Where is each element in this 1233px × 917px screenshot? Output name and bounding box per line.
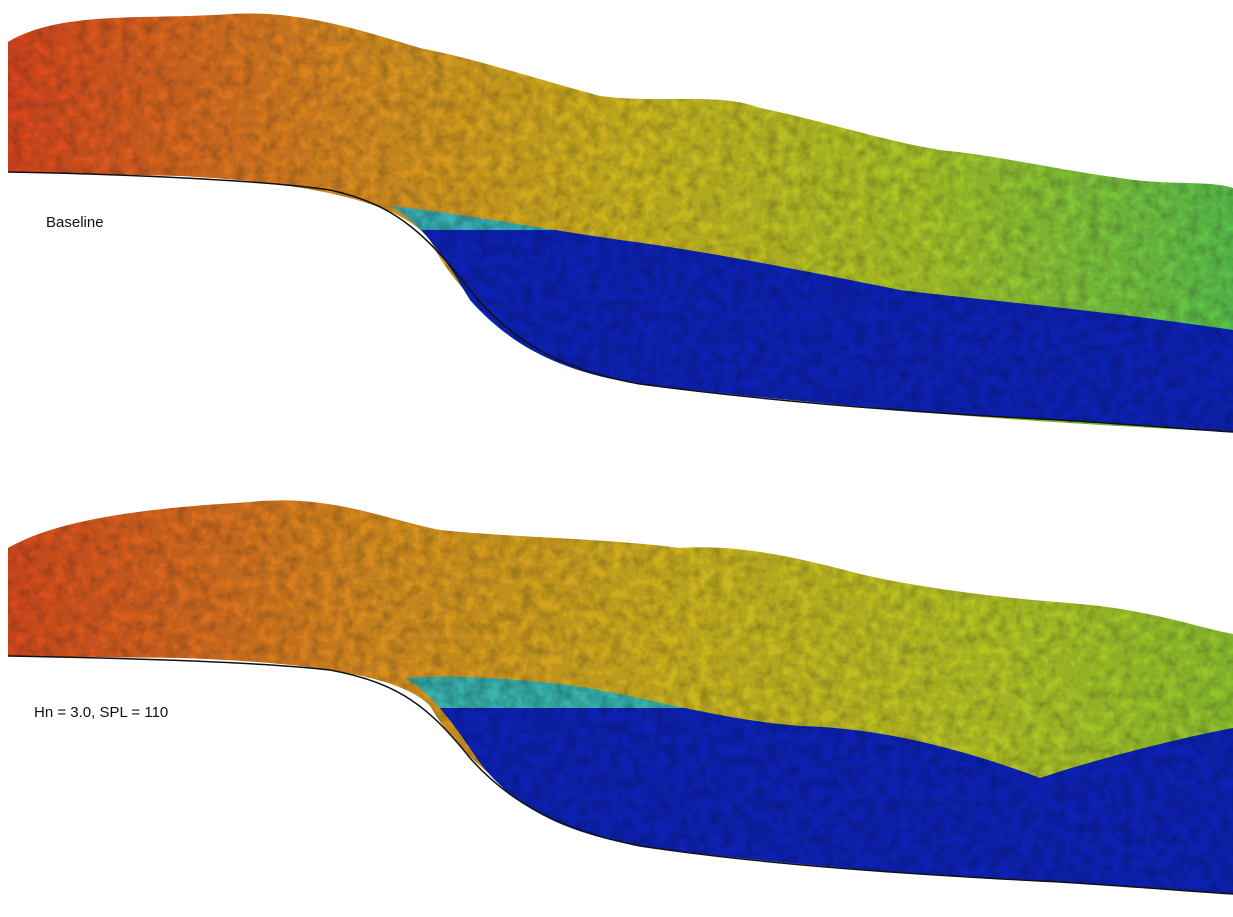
wall-profile-controlled bbox=[7, 655, 1233, 895]
wall-profile-baseline bbox=[7, 171, 1233, 433]
case-label-controlled: Hn = 3.0, SPL = 110 bbox=[34, 704, 169, 721]
vortex-render-controlled bbox=[7, 500, 1233, 895]
flow-visualization-baseline: Baseline bbox=[0, 0, 1233, 450]
case-label-baseline: Baseline bbox=[46, 214, 104, 231]
flow-visualization-controlled: Hn = 3.0, SPL = 110 bbox=[0, 478, 1233, 917]
vortex-render-baseline bbox=[7, 13, 1233, 433]
